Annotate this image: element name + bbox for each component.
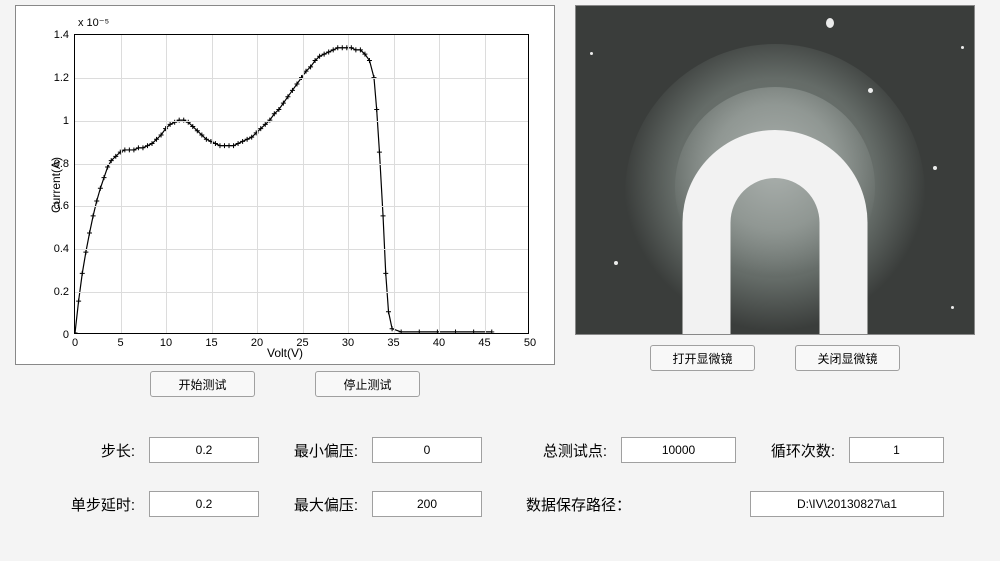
chart-xtick: 5 bbox=[117, 333, 123, 349]
microscope-image bbox=[575, 5, 975, 335]
save-path-label: 数据保存路径： bbox=[522, 494, 736, 515]
cycle-count-field[interactable] bbox=[849, 437, 944, 463]
chart-ytick: 0.4 bbox=[54, 243, 75, 255]
chart-panel: x 10⁻⁵ Current(A) Volt(V) 05101520253035… bbox=[15, 5, 555, 397]
chart-xtick: 25 bbox=[296, 333, 308, 349]
save-path-field[interactable] bbox=[750, 491, 944, 517]
min-bias-field[interactable] bbox=[372, 437, 482, 463]
min-bias-label: 最小偏压: bbox=[273, 440, 358, 461]
bright-spot bbox=[961, 46, 964, 49]
chart-xtick: 15 bbox=[205, 333, 217, 349]
bright-spot bbox=[590, 52, 593, 55]
total-points-label: 总测试点: bbox=[522, 440, 607, 461]
chart-xtick: 35 bbox=[387, 333, 399, 349]
chart-xtick: 30 bbox=[342, 333, 354, 349]
chart-xtick: 10 bbox=[160, 333, 172, 349]
chart-scale-note: x 10⁻⁵ bbox=[78, 16, 109, 29]
chart-ytick: 0.6 bbox=[54, 200, 75, 212]
step-delay-field[interactable] bbox=[149, 491, 259, 517]
probe-arch bbox=[683, 130, 868, 335]
total-points-field[interactable] bbox=[621, 437, 736, 463]
bright-spot bbox=[826, 18, 834, 28]
chart-line-series bbox=[75, 35, 528, 333]
cycle-count-label: 循环次数: bbox=[750, 440, 835, 461]
chart-ytick: 0.8 bbox=[54, 158, 75, 170]
chart-xtick: 20 bbox=[251, 333, 263, 349]
parameter-form: 步长: 最小偏压: 单步延时: 最大偏压: 总测试点: 循环次数: 数据保存路径… bbox=[0, 397, 1000, 517]
bright-spot bbox=[868, 88, 873, 93]
max-bias-label: 最大偏压: bbox=[273, 494, 358, 515]
chart-ytick: 1.4 bbox=[54, 29, 75, 41]
microscope-panel: 打开显微镜 关闭显微镜 bbox=[575, 5, 975, 397]
chart-ytick: 0.2 bbox=[54, 286, 75, 298]
close-microscope-button[interactable]: 关闭显微镜 bbox=[795, 345, 900, 371]
chart-plot-area: 0510152025303540455000.20.40.60.811.21.4 bbox=[74, 34, 529, 334]
chart-xtick: 45 bbox=[478, 333, 490, 349]
chart-xtick: 50 bbox=[524, 333, 536, 349]
open-microscope-button[interactable]: 打开显微镜 bbox=[650, 345, 755, 371]
chart-canvas: x 10⁻⁵ Current(A) Volt(V) 05101520253035… bbox=[15, 5, 555, 365]
start-test-button[interactable]: 开始测试 bbox=[150, 371, 255, 397]
bright-spot bbox=[614, 261, 618, 265]
step-label: 步长: bbox=[50, 440, 135, 461]
bright-spot bbox=[951, 306, 954, 309]
max-bias-field[interactable] bbox=[372, 491, 482, 517]
chart-xtick: 40 bbox=[433, 333, 445, 349]
chart-ytick: 0 bbox=[63, 329, 75, 341]
bright-spot bbox=[933, 166, 937, 170]
step-delay-label: 单步延时: bbox=[50, 494, 135, 515]
stop-test-button[interactable]: 停止测试 bbox=[315, 371, 420, 397]
chart-ytick: 1 bbox=[63, 115, 75, 127]
step-field[interactable] bbox=[149, 437, 259, 463]
chart-ytick: 1.2 bbox=[54, 72, 75, 84]
